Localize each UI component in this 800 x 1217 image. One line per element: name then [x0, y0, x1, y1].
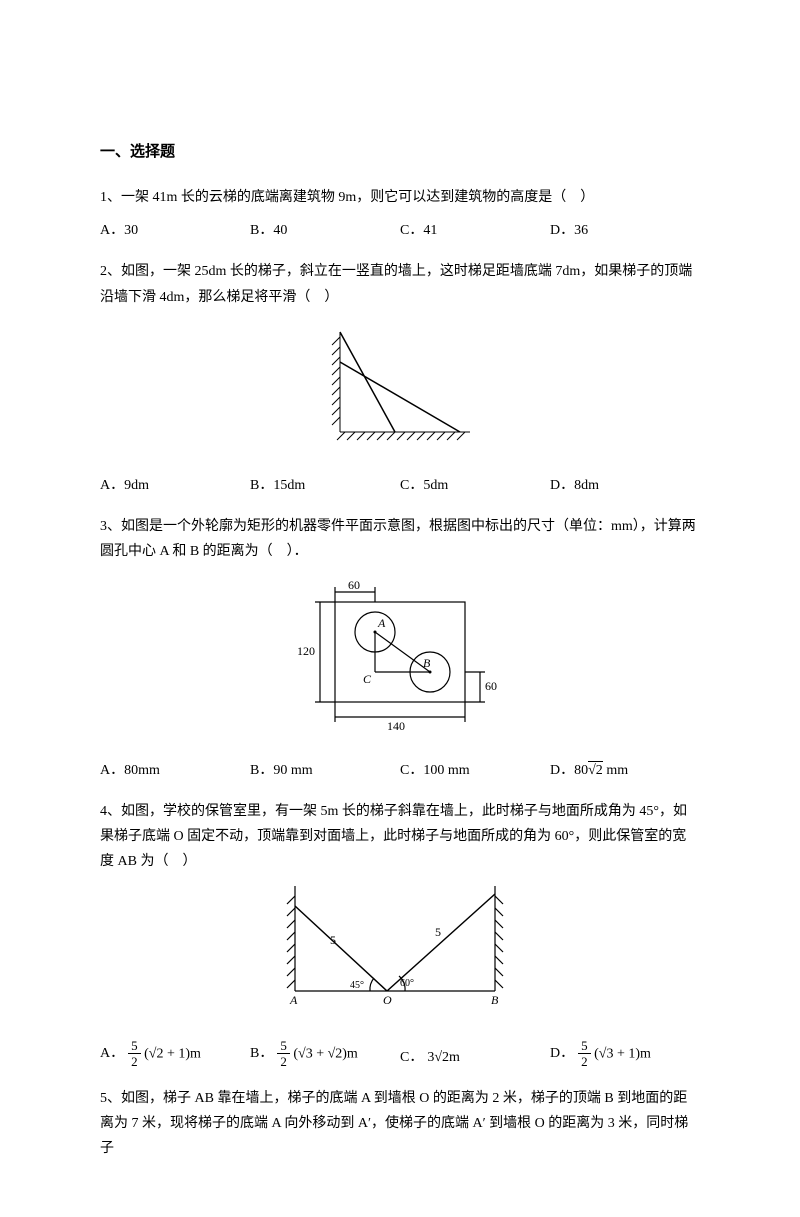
question-1: 1、一架 41m 长的云梯的底端离建筑物 9m，则它可以达到建筑物的高度是（ ）…	[100, 185, 700, 243]
q1-options: A．30 B．40 C．41 D．36	[100, 218, 700, 243]
q3-label-120: 120	[297, 644, 315, 658]
q4-text: 4、如图，学校的保管室里，有一架 5m 长的梯子斜靠在墙上，此时梯子与地面所成角…	[100, 799, 700, 875]
q4-A: A	[289, 993, 298, 1007]
q3-label-60-top: 60	[348, 578, 360, 592]
q3-text: 3、如图是一个外轮廓为矩形的机器零件平面示意图，根据图中标出的尺寸（单位：mm）…	[100, 514, 700, 564]
q3-label-C: C	[363, 672, 372, 686]
q3-label-A: A	[377, 616, 386, 630]
q4-5-left: 5	[330, 933, 336, 947]
question-3: 3、如图是一个外轮廓为矩形的机器零件平面示意图，根据图中标出的尺寸（单位：mm）…	[100, 514, 700, 783]
q4-b-body: (√3 + √2)m	[293, 1046, 357, 1061]
q2-opt-c: C．5dm	[400, 473, 550, 498]
q3-svg: 60 120 140 60 A B C	[295, 577, 505, 737]
q2-opt-b: B．15dm	[250, 473, 400, 498]
page: 一、选择题 1、一架 41m 长的云梯的底端离建筑物 9m，则它可以达到建筑物的…	[0, 0, 800, 1217]
q4-45: 45°	[350, 980, 364, 991]
q3-opt-d: D．80√2 mm	[550, 758, 700, 783]
q4-d-body: (√3 + 1)m	[594, 1046, 651, 1061]
q1-opt-d: D．36	[550, 218, 700, 243]
q3-label-B: B	[423, 656, 431, 670]
q3-opt-a: A．80mm	[100, 758, 250, 783]
q2-options: A．9dm B．15dm C．5dm D．8dm	[100, 473, 700, 498]
q4-b-pre: B．	[250, 1046, 273, 1061]
q4-a-pre: A．	[100, 1046, 124, 1061]
q3-opt-c: C．100 mm	[400, 758, 550, 783]
question-4: 4、如图，学校的保管室里，有一架 5m 长的梯子斜靠在墙上，此时梯子与地面所成角…	[100, 799, 700, 1070]
q3-opt-d-sqrt: √2	[588, 761, 603, 778]
q3-label-140: 140	[387, 719, 405, 733]
q1-opt-c: C．41	[400, 218, 550, 243]
q4-c-pre: C．	[400, 1050, 423, 1065]
q4-d-pre: D．	[550, 1046, 574, 1061]
q2-text: 2、如图，一架 25dm 长的梯子，斜立在一竖直的墙上，这时梯足距墙底端 7dm…	[100, 259, 700, 309]
q4-opt-c: C． 3√2m	[400, 1045, 550, 1070]
q5-text: 5、如图，梯子 AB 靠在墙上，梯子的底端 A 到墙根 O 的距离为 2 米，梯…	[100, 1086, 700, 1162]
q4-opt-a: A．52 (√2 + 1)m	[100, 1038, 250, 1070]
q4-options: A．52 (√2 + 1)m B．52 (√3 + √2)m C． 3√2m D．…	[100, 1038, 700, 1070]
q2-opt-d: D．8dm	[550, 473, 700, 498]
q4-5-right: 5	[435, 925, 441, 939]
question-5: 5、如图，梯子 AB 靠在墙上，梯子的底端 A 到墙根 O 的距离为 2 米，梯…	[100, 1086, 700, 1162]
q3-opt-b: B．90 mm	[250, 758, 400, 783]
q4-diagram: A B O 5 5 45° 60°	[100, 886, 700, 1025]
q4-svg: A B O 5 5 45° 60°	[275, 886, 525, 1016]
q4-c-body: 3√2m	[427, 1050, 460, 1065]
q1-opt-a: A．30	[100, 218, 250, 243]
question-2: 2、如图，一架 25dm 长的梯子，斜立在一竖直的墙上，这时梯足距墙底端 7dm…	[100, 259, 700, 498]
q4-60: 60°	[400, 978, 414, 989]
q4-opt-b: B．52 (√3 + √2)m	[250, 1038, 400, 1070]
q3-opt-d-suf: mm	[603, 763, 628, 778]
q4-a-body: (√2 + 1)m	[144, 1046, 201, 1061]
q3-diagram: 60 120 140 60 A B C	[100, 577, 700, 746]
q3-options: A．80mm B．90 mm C．100 mm D．80√2 mm	[100, 758, 700, 783]
section-title: 一、选择题	[100, 140, 700, 161]
q4-O: O	[383, 993, 392, 1007]
q1-opt-b: B．40	[250, 218, 400, 243]
q2-diagram	[100, 322, 700, 461]
q1-text: 1、一架 41m 长的云梯的底端离建筑物 9m，则它可以达到建筑物的高度是（ ）	[100, 185, 700, 210]
q4-opt-d: D．52 (√3 + 1)m	[550, 1038, 700, 1070]
q2-svg	[310, 322, 490, 452]
q2-opt-a: A．9dm	[100, 473, 250, 498]
q4-B: B	[491, 993, 499, 1007]
q3-label-60-right: 60	[485, 679, 497, 693]
q3-opt-d-pre: D．80	[550, 763, 588, 778]
